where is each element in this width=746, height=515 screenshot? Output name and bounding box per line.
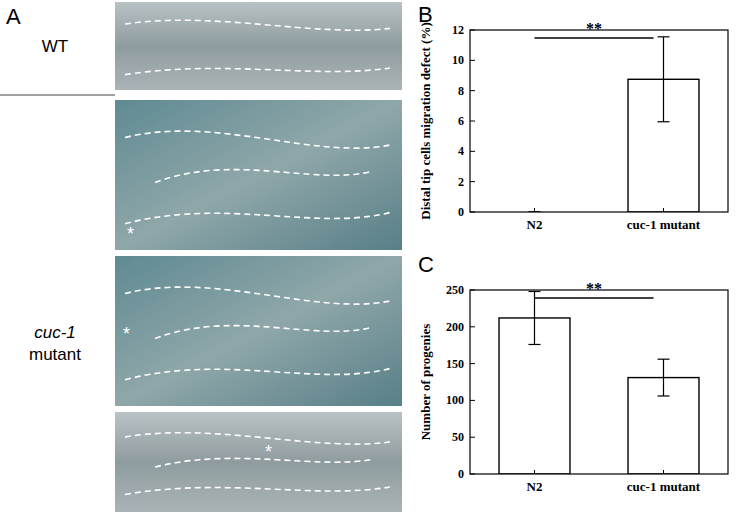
row-label: cuc-1 — [34, 323, 76, 342]
y-tick — [470, 30, 475, 31]
panel-letter: C — [418, 252, 434, 277]
error-bar — [658, 37, 670, 122]
y-tick-label: 250 — [446, 283, 464, 297]
micrograph — [115, 412, 402, 512]
chart: B024681012N2cuc-1 mutantDistal tip cells… — [418, 2, 728, 232]
error-line — [534, 291, 535, 344]
outline — [125, 287, 390, 380]
asterisk: * — [127, 224, 134, 244]
y-tick-label: 200 — [446, 320, 464, 334]
y-tick-label: 50 — [452, 430, 464, 444]
error-cap — [658, 121, 670, 122]
x-tick-label: cuc-1 mutant — [627, 479, 701, 494]
x-tick — [663, 208, 664, 212]
significance-line — [535, 297, 654, 298]
y-tick — [470, 363, 475, 364]
chart: C 0 50 100 150 200 250 N2 cuc-1 mutant Number of … — [418, 252, 728, 494]
error-line — [663, 37, 664, 122]
error-line — [663, 359, 664, 396]
y-tick-label: 6 — [458, 114, 464, 128]
y-tick — [470, 151, 475, 152]
y-tick-label: 8 — [458, 84, 464, 98]
panel-letter: A — [6, 4, 21, 29]
x-tick — [534, 208, 535, 212]
plot-frame — [470, 290, 728, 474]
y-tick — [470, 400, 475, 401]
y-tick — [470, 290, 475, 291]
error-cap — [529, 344, 541, 345]
y-tick — [470, 121, 475, 122]
separator — [0, 95, 115, 96]
y-tick — [470, 181, 475, 182]
micrograph — [115, 2, 402, 90]
y-tick — [470, 474, 475, 475]
x-tick — [534, 470, 535, 474]
y-tick-label: 2 — [458, 175, 464, 189]
y-tick — [470, 326, 475, 327]
y-tick — [470, 60, 475, 61]
error-bar — [658, 359, 670, 396]
significance-line — [535, 37, 654, 38]
outline — [125, 433, 390, 495]
significance-label: ** — [586, 20, 602, 37]
y-tick-label: 10 — [452, 53, 464, 67]
y-tick-label: 0 — [458, 467, 464, 481]
x-tick-label: N2 — [527, 479, 543, 494]
x-tick-label: cuc-1 mutant — [627, 217, 701, 232]
y-tick-label: 150 — [446, 357, 464, 371]
error-cap — [658, 36, 670, 37]
row-label: WT — [42, 37, 68, 56]
asterisk: * — [123, 324, 130, 344]
micrograph — [115, 256, 402, 406]
y-tick-label: 100 — [446, 393, 464, 407]
y-tick — [470, 212, 475, 213]
figure: AWTcuc-1mutant***B024681012N2cuc-1 mutan… — [0, 0, 746, 515]
y-tick — [470, 90, 475, 91]
error-cap — [529, 291, 541, 292]
outline — [125, 131, 390, 224]
significance-label: ** — [586, 280, 602, 297]
x-tick-label: N2 — [527, 217, 543, 232]
row-label: mutant — [29, 345, 81, 364]
marks — [529, 37, 699, 212]
error-cap — [658, 395, 670, 396]
error-cap — [658, 359, 670, 360]
y-tick-label: 0 — [458, 205, 464, 219]
y-axis-title: Number of progenies — [418, 324, 433, 441]
y-tick-label: 4 — [458, 144, 464, 158]
plot-frame — [470, 30, 728, 212]
marks — [499, 291, 699, 474]
outline — [125, 20, 390, 74]
y-tick — [470, 437, 475, 438]
y-tick-label: 12 — [452, 23, 464, 37]
y-axis-title: Distal tip cells migration defect (%) — [418, 22, 433, 219]
error-bar — [529, 291, 541, 344]
micrograph — [115, 100, 402, 250]
x-tick — [663, 470, 664, 474]
asterisk: * — [265, 442, 272, 462]
